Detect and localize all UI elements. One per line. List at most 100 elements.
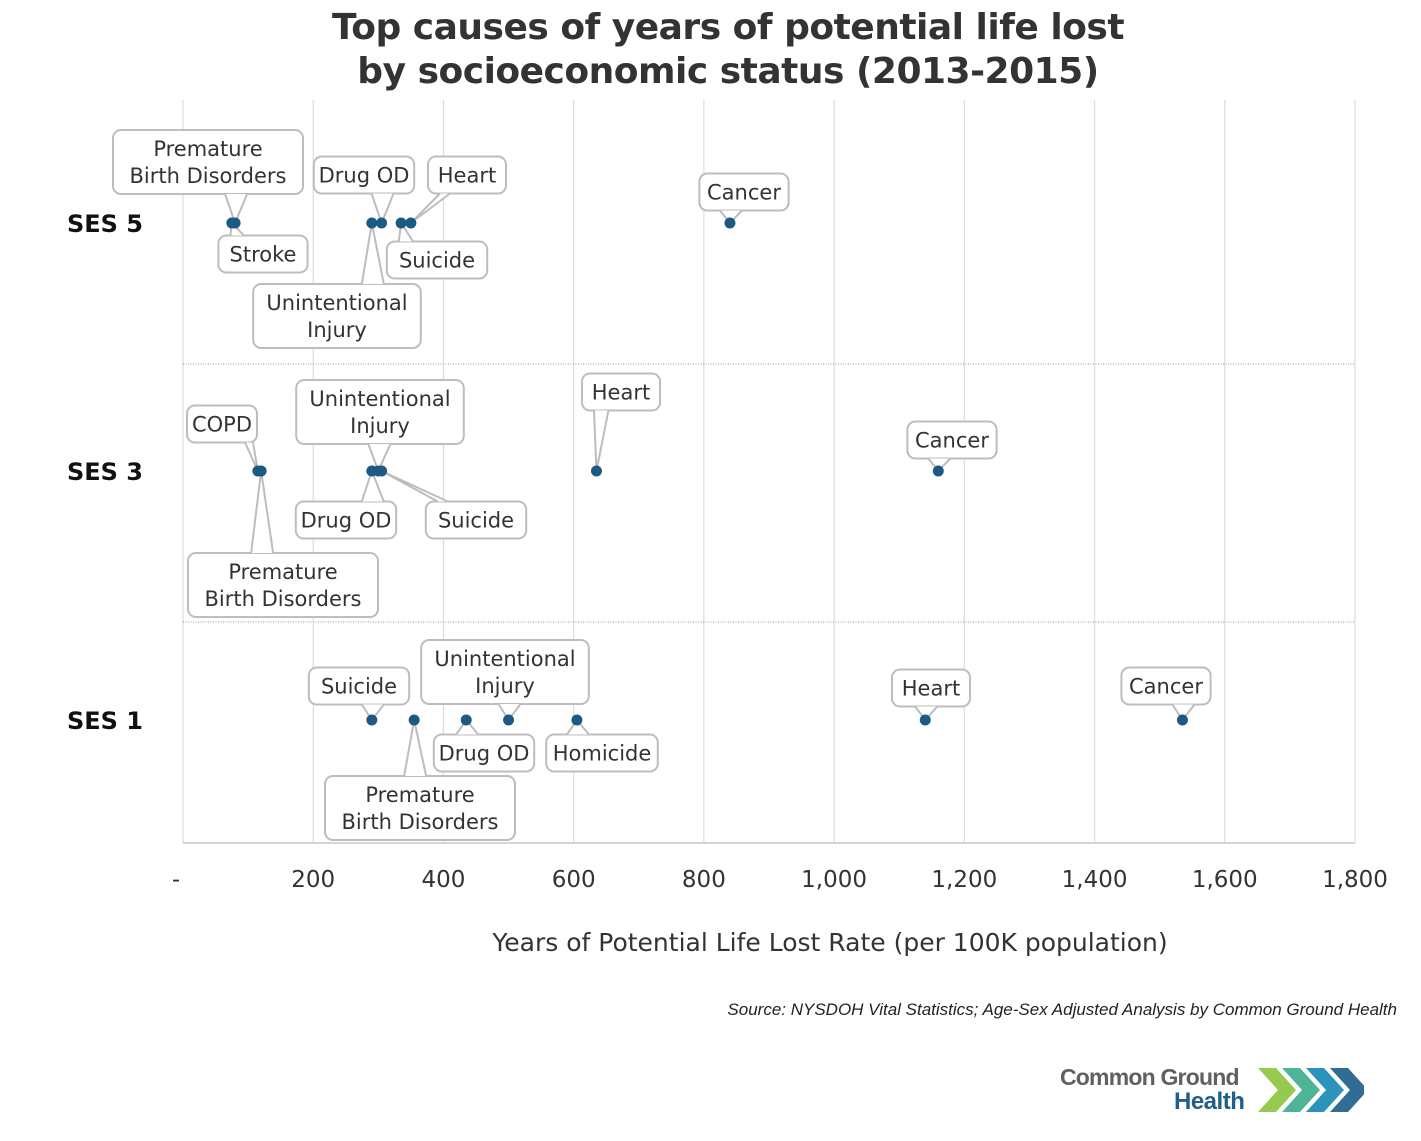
callout-label: Drug OD xyxy=(319,164,410,188)
callout-pointer-fill xyxy=(225,194,248,223)
callout-box xyxy=(307,666,411,706)
x-tick-labels: - 200 400 600 800 1,000 1,200 1,400 1,600 1,800 xyxy=(172,867,1388,893)
data-point xyxy=(366,217,378,229)
callout-box xyxy=(187,552,379,618)
callout-ses5-drug-od: Drug OD xyxy=(312,155,416,226)
x-tick-label: 1,400 xyxy=(1062,867,1128,893)
callout-label: Suicide xyxy=(399,249,475,273)
callout-ses1-homicide: Homicide xyxy=(545,718,659,773)
callout-pointer-fill xyxy=(251,471,274,553)
x-tick-label: 600 xyxy=(552,867,596,893)
logo-text-line-1: Common Ground xyxy=(1060,1064,1240,1090)
callout-label: Stroke xyxy=(230,243,297,267)
callout-pointer-fill xyxy=(361,223,384,284)
callout-box xyxy=(217,234,309,274)
data-point xyxy=(255,465,267,477)
callout-ses5-premature-birth-disorders: Premature Birth Disorders xyxy=(112,129,304,226)
callout-label: Cancer xyxy=(915,429,989,453)
callout-ses3-suicide: Suicide xyxy=(381,470,528,540)
callout-label: Suicide xyxy=(321,675,397,699)
data-point xyxy=(932,465,944,477)
chevron-shape xyxy=(1330,1068,1364,1112)
data-point xyxy=(366,714,378,726)
callout-box xyxy=(581,372,661,412)
callout-pointer-fill xyxy=(361,471,384,502)
data-points xyxy=(226,217,1188,726)
x-tick-label: 400 xyxy=(421,867,465,893)
callout-pointer xyxy=(410,192,451,224)
callout-label: Unintentional xyxy=(434,647,575,671)
callout-ses3-heart: Heart xyxy=(581,372,661,472)
logo-text-line-2: Health xyxy=(1174,1088,1245,1115)
chart-title-line-1: Top causes of years of potential life lo… xyxy=(331,7,1125,48)
callout-box xyxy=(545,733,659,773)
callout-label: Suicide xyxy=(438,509,514,533)
callout-label: Injury xyxy=(350,414,410,438)
row-separators xyxy=(183,363,1355,623)
x-tick-label: 1,800 xyxy=(1322,867,1388,893)
chevron-shape xyxy=(1258,1068,1296,1112)
callout-label: Drug OD xyxy=(301,509,392,533)
data-point xyxy=(395,217,407,229)
callout-pointer-fill xyxy=(1172,704,1195,720)
callout-pointer-fill xyxy=(404,720,427,776)
data-point xyxy=(376,465,388,477)
callout-ses3-premature-birth-disorders: Premature Birth Disorders xyxy=(187,470,379,618)
x-axis-label: Years of Potential Life Lost Rate (per 1… xyxy=(491,928,1167,957)
data-point xyxy=(405,217,417,229)
data-point xyxy=(226,217,238,229)
data-point xyxy=(724,217,736,229)
callout-ses5-stroke: Stroke xyxy=(217,220,309,274)
callout-ses1-suicide: Suicide xyxy=(307,666,411,722)
callout-ses5-cancer: Cancer xyxy=(698,172,790,225)
callout-label: Birth Disorders xyxy=(205,587,362,611)
chevron-shape xyxy=(1282,1068,1320,1112)
callout-label: Cancer xyxy=(707,181,781,205)
chevron-shape xyxy=(1306,1068,1344,1112)
callout-label: Premature xyxy=(153,137,262,161)
callout-pointer-fill xyxy=(371,193,394,223)
callout-label: Heart xyxy=(438,164,496,188)
callout-box xyxy=(294,500,398,540)
chart-title: Top causes of years of potential life lo… xyxy=(0,6,1421,94)
callout-ses5-suicide: Suicide xyxy=(385,220,489,280)
data-point xyxy=(460,714,472,726)
callout-pointer-fill xyxy=(915,706,938,720)
callout-label: Homicide xyxy=(553,742,652,766)
data-point xyxy=(376,217,388,229)
callout-ses3-copd: COPD xyxy=(186,404,259,472)
data-point xyxy=(408,714,420,726)
callout-box xyxy=(698,172,790,212)
callout-pointer-fill xyxy=(368,444,391,471)
callout-ses3-unintentional-injury: Unintentional Injury xyxy=(295,379,465,474)
y-category-label: SES 1 xyxy=(67,707,143,735)
callout-label: COPD xyxy=(192,413,252,437)
callout-box xyxy=(112,129,304,195)
callout-pointer-fill xyxy=(498,704,521,720)
callout-box xyxy=(432,733,536,773)
callout-pointer-fill xyxy=(361,704,384,720)
callout-ses3-drug-od: Drug OD xyxy=(294,468,398,540)
callout-box xyxy=(385,240,489,280)
common-ground-health-logo: Common Ground Health xyxy=(1058,1062,1368,1118)
callout-label: Birth Disorders xyxy=(342,810,499,834)
x-tick-label: 200 xyxy=(291,867,335,893)
callout-label: Birth Disorders xyxy=(130,164,287,188)
callout-label: Premature xyxy=(365,783,474,807)
callout-label: Unintentional xyxy=(309,387,450,411)
chart-title-line-2: by socioeconomic status (2013-2015) xyxy=(357,51,1099,92)
callout-label: Heart xyxy=(592,381,650,405)
callout-box xyxy=(1120,666,1212,706)
x-tick-label: 1,000 xyxy=(801,867,867,893)
x-tick-label: 1,200 xyxy=(931,867,997,893)
callout-label: Drug OD xyxy=(439,742,530,766)
callout-box xyxy=(252,283,422,349)
data-point xyxy=(503,714,515,726)
callout-label: Injury xyxy=(475,674,535,698)
callout-pointer-fill xyxy=(456,720,479,735)
callout-label: Heart xyxy=(902,677,960,701)
callout-pointer xyxy=(381,470,449,503)
callout-box xyxy=(424,500,528,540)
x-tick-label: 800 xyxy=(682,867,726,893)
callout-ses5-heart: Heart xyxy=(410,155,507,224)
